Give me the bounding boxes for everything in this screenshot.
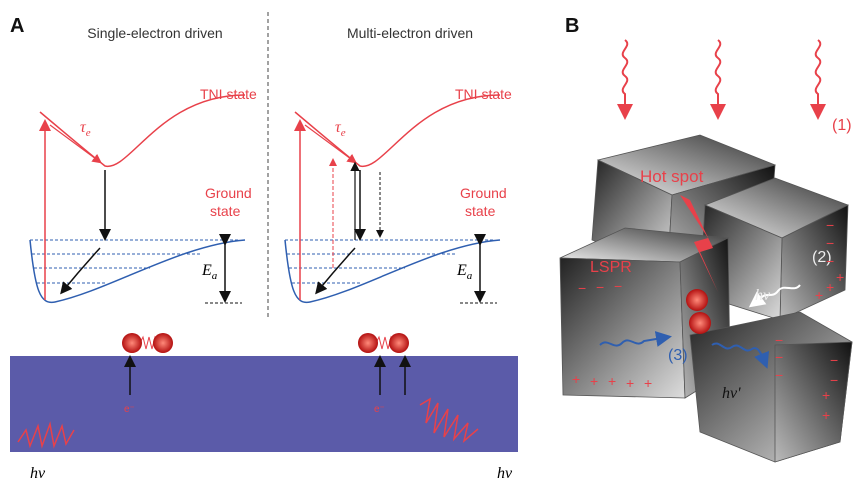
charge-sign: + <box>572 371 580 387</box>
charge-sign: e <box>86 127 91 139</box>
tni-label: TNI state <box>200 86 257 102</box>
charge-sign: + <box>626 375 634 391</box>
charge-sign: − <box>775 367 783 383</box>
charge-sign: − <box>596 279 604 295</box>
charge-sign: − <box>775 332 783 348</box>
molecule-atom <box>686 289 708 311</box>
charge-sign: − <box>826 235 834 251</box>
charge-sign: − <box>830 352 838 368</box>
charge-sign: + <box>822 407 830 423</box>
charge-sign: + <box>608 373 616 389</box>
charge-sign: − <box>826 217 834 233</box>
charge-sign: τ <box>335 119 342 136</box>
charge-sign: E <box>456 262 467 279</box>
charge-sign: − <box>578 280 586 296</box>
charge-sign: − <box>830 372 838 388</box>
charge-sign: − <box>826 253 834 269</box>
charge-sign: E <box>201 262 212 279</box>
molecule <box>122 333 173 353</box>
panel-title: Single-electron driven <box>87 25 222 41</box>
transfer-arrow <box>711 342 769 369</box>
step-label: (2) <box>812 249 832 266</box>
hv-label: hν <box>497 465 513 482</box>
electron-label: e⁻ <box>124 404 135 415</box>
lightning <box>680 195 718 292</box>
ground-label: Ground <box>205 185 252 201</box>
charge-sign: a <box>212 270 218 282</box>
charge-sign: + <box>644 375 652 391</box>
tau-label: τe <box>335 119 346 139</box>
ground-label: state <box>210 203 241 219</box>
relax-arrow <box>49 124 102 164</box>
decay-arrow <box>60 247 101 295</box>
charge-sign: + <box>826 279 834 295</box>
molecule <box>358 333 409 353</box>
hv-label: hν <box>30 465 46 482</box>
charge-sign: + <box>836 269 844 285</box>
charge-sign: + <box>815 287 823 303</box>
charge-sign: + <box>822 387 830 403</box>
charge-sign: τ <box>80 119 87 136</box>
hv-label: hν <box>755 287 771 304</box>
panel-label: B <box>565 15 579 37</box>
step-label: (1) <box>832 117 852 134</box>
vibrational-levels <box>30 239 240 284</box>
tni-label: TNI state <box>455 86 512 102</box>
tau-label: τe <box>80 119 91 139</box>
tni-curve <box>39 94 246 167</box>
charge-sign: + <box>590 373 598 389</box>
charge-sign: a <box>467 270 473 282</box>
emission-arrow <box>748 284 801 308</box>
surface <box>10 356 518 452</box>
light-wave <box>17 421 75 449</box>
hv-prime-label: hν' <box>722 385 741 402</box>
transfer-arrow <box>599 331 672 347</box>
ground-label: Ground <box>460 185 507 201</box>
charge-sign: − <box>775 349 783 365</box>
panel-label: A <box>10 15 24 37</box>
ea-label: Ea <box>201 262 218 282</box>
ground-label: state <box>465 203 496 219</box>
hot-spot-label: Hot spot <box>640 167 704 186</box>
charges: + + + + + + ++++ − − − −−− −−− −− <box>572 217 844 423</box>
energy-diagram <box>284 94 501 304</box>
energy-diagram <box>29 94 246 304</box>
nanocubes <box>559 134 853 463</box>
panel-title: Multi-electron driven <box>347 25 473 41</box>
light-wave <box>419 397 479 444</box>
incident-light <box>617 39 826 120</box>
molecule-atom <box>689 312 711 334</box>
charge-sign: e <box>341 127 346 139</box>
charge-sign: − <box>614 278 622 294</box>
step-label: (3) <box>668 347 688 364</box>
electron-label: e⁻ <box>374 404 385 415</box>
lspr-label: LSPR <box>590 259 632 276</box>
ea-label: Ea <box>456 262 473 282</box>
ground-curve <box>29 239 246 304</box>
